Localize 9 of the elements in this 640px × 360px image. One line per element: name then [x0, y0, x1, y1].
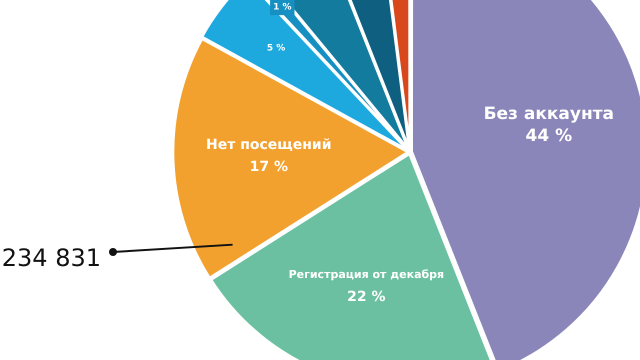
text: 234 831 [2, 244, 101, 272]
data-label: 17 % [250, 159, 288, 176]
slice-label: Регистрация от декабря [288, 268, 444, 282]
data-label: 5 % [266, 43, 286, 54]
slice-label: Нет посещений [206, 137, 332, 154]
data-label: 22 % [347, 289, 386, 306]
data-label: 1 % [273, 2, 292, 12]
slice-label: Без аккаунта [484, 104, 614, 124]
data-label: 44 % [525, 126, 572, 146]
